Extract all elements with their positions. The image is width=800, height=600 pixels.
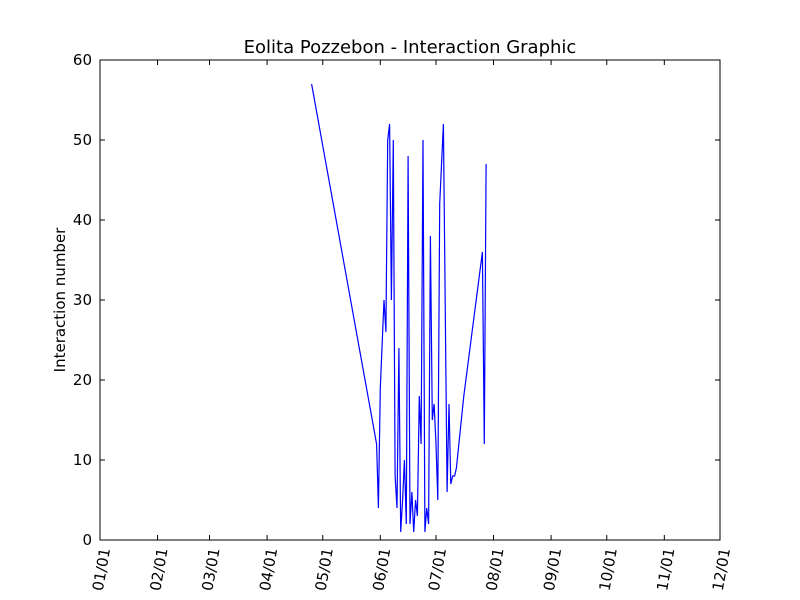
chart-title: Eolita Pozzebon - Interaction Graphic	[244, 37, 577, 58]
x-tick-label: 03/01	[198, 546, 223, 592]
y-tick-label: 20	[73, 371, 92, 389]
y-tick-label: 0	[82, 531, 92, 549]
y-tick-label: 30	[73, 291, 92, 309]
x-tick-label: 09/01	[540, 546, 565, 592]
y-tick-label: 50	[73, 131, 92, 149]
x-tick-label: 10/01	[596, 546, 621, 592]
plot-frame	[99, 59, 721, 541]
y-tick-label: 10	[73, 451, 92, 469]
y-tick-label: 40	[73, 211, 92, 229]
x-tick-label: 01/01	[89, 546, 114, 592]
y-axis: 0 10 20 30 40 50 60	[73, 51, 720, 549]
x-tick-label: 11/01	[653, 546, 678, 592]
x-tick-label: 12/01	[709, 546, 734, 592]
x-tick-label: 08/01	[482, 546, 507, 592]
x-tick-label: 02/01	[146, 546, 171, 592]
x-tick-label: 06/01	[369, 546, 394, 592]
y-axis-label: Interaction number	[51, 227, 69, 373]
x-tick-label: 04/01	[256, 546, 281, 592]
y-tick-label: 60	[73, 51, 92, 69]
x-tick-label: 07/01	[425, 546, 450, 592]
series-line	[311, 83, 487, 533]
x-tick-label: 05/01	[312, 546, 337, 592]
series-layer	[311, 83, 487, 533]
